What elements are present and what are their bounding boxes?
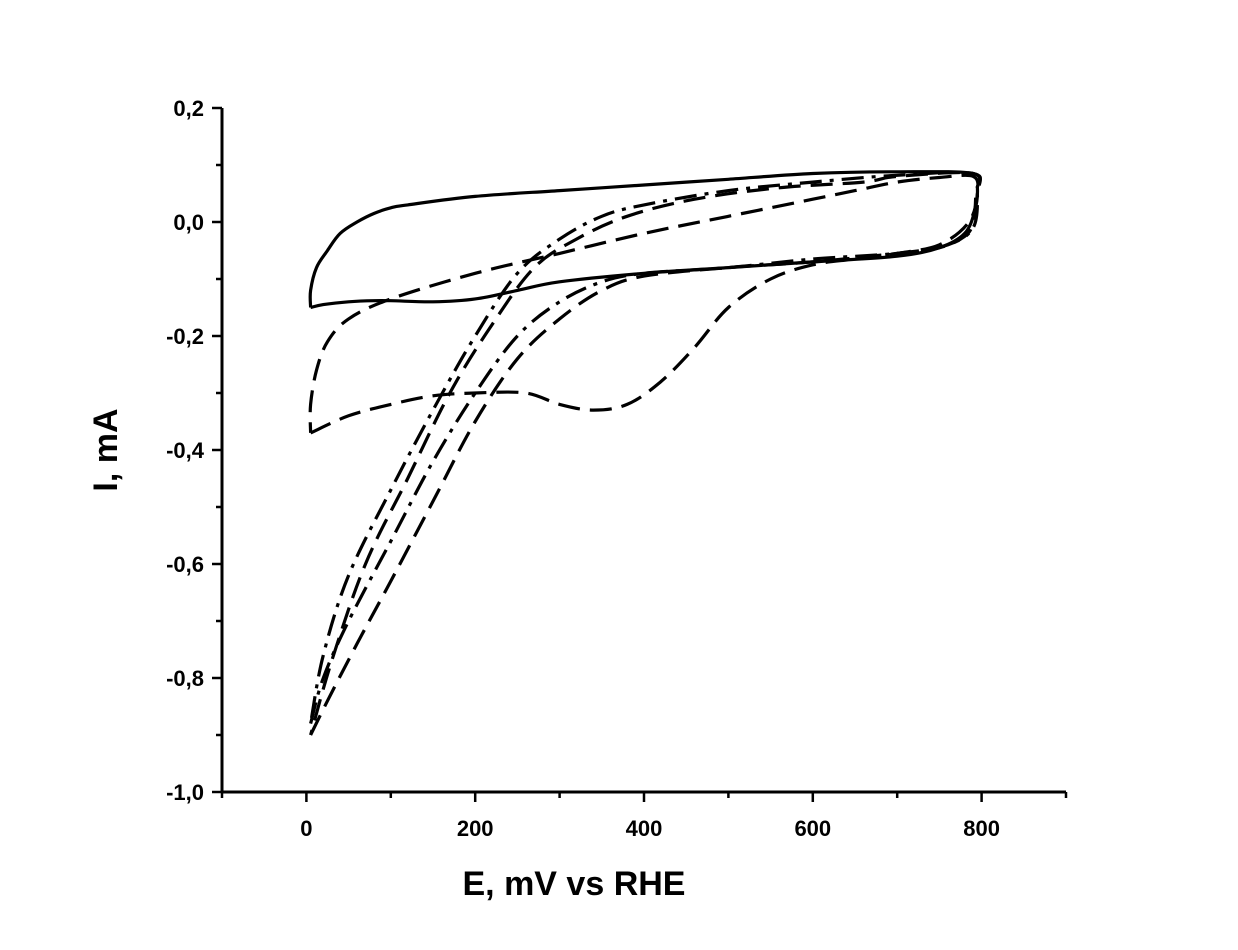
x-tick-label: 600 (794, 816, 831, 841)
series-curve-2-dashed (308, 173, 980, 435)
y-tick-label: 0,0 (173, 210, 204, 235)
y-tick-label: -1,0 (166, 780, 204, 805)
y-axis-title: I, mA (87, 408, 125, 491)
x-tick-label: 800 (963, 816, 1000, 841)
x-tick-label: 400 (626, 816, 663, 841)
x-tick-label: 0 (300, 816, 312, 841)
x-ticks: 0 200 400 600 800 (220, 792, 1068, 841)
x-axis-title: E, mV vs RHE (463, 865, 686, 903)
y-tick-label: 0,2 (173, 96, 204, 121)
series-curve-3-dash-dot (309, 170, 982, 725)
series-layer (308, 170, 982, 736)
axes (220, 108, 1066, 794)
series-curve-1-solid (308, 170, 982, 310)
y-tick-label: -0,4 (166, 438, 205, 463)
y-tick-label: -0,6 (166, 552, 204, 577)
y-ticks: -1,0 -0,8 -0,6 -0,4 -0,2 0,0 0,2 (166, 96, 222, 805)
y-tick-label: -0,8 (166, 666, 204, 691)
y-tick-label: -0,2 (166, 324, 204, 349)
x-tick-label: 200 (457, 816, 494, 841)
series-curve-4-dashed (309, 170, 982, 736)
